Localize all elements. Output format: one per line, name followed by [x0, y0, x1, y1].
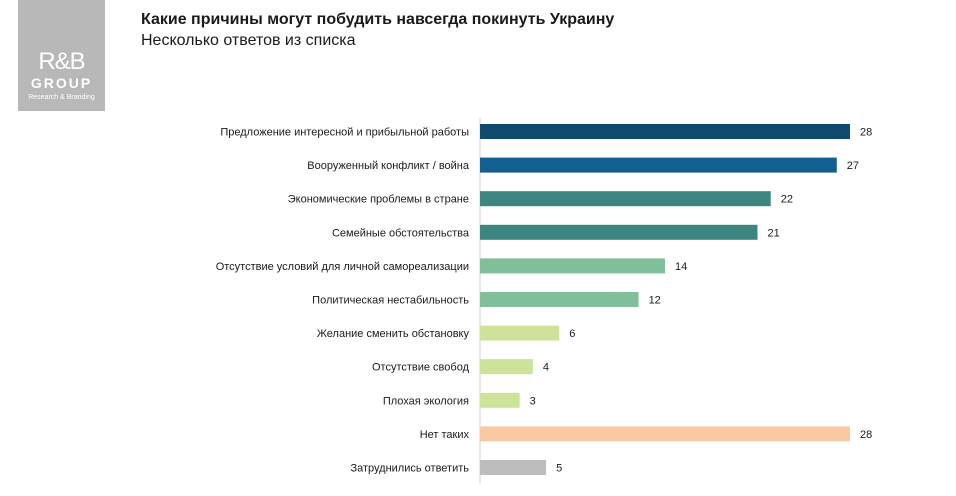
value-label: 21: [768, 227, 780, 239]
rb-group-logo: R&B GROUP Research & Branding: [18, 0, 105, 111]
bar: [480, 325, 560, 341]
category-label: Затруднились ответить: [350, 463, 469, 475]
bar: [480, 359, 533, 375]
bar: [480, 157, 837, 173]
category-label: Экономические проблемы в стране: [288, 194, 469, 206]
bar: [480, 392, 520, 408]
bar: [480, 292, 639, 307]
category-label: Вооруженный конфликт / война: [307, 160, 470, 172]
category-label: Семейные обстоятельства: [332, 227, 470, 239]
bars-layer: Предложение интересной и прибыльной рабо…: [216, 118, 872, 483]
category-label: Предложение интересной и прибыльной рабо…: [220, 127, 469, 139]
chart-subtitle: Несколько ответов из списка: [141, 32, 356, 49]
category-label: Нет таких: [420, 429, 470, 441]
chart-title: Какие причины могут побудить навсегда по…: [141, 11, 615, 28]
category-label: Желание сменить обстановку: [317, 328, 470, 340]
category-label: Политическая нестабильность: [312, 295, 469, 307]
value-label: 28: [860, 127, 872, 139]
bar: [480, 224, 758, 240]
bar: [480, 124, 850, 139]
category-label: Отсутствие условий для личной самореализ…: [216, 261, 469, 273]
bar: [480, 191, 771, 207]
value-label: 12: [649, 295, 661, 307]
logo-mark: R&B: [38, 48, 85, 75]
bar: [480, 426, 850, 442]
category-label: Отсутствие свобод: [372, 362, 470, 374]
value-label: 22: [781, 194, 793, 206]
value-label: 27: [847, 160, 859, 172]
bar: [480, 258, 665, 274]
bar: [480, 460, 547, 475]
value-label: 6: [569, 328, 575, 340]
value-label: 5: [556, 463, 562, 475]
value-label: 4: [543, 362, 549, 374]
value-label: 3: [530, 395, 536, 407]
value-label: 28: [860, 429, 872, 441]
category-label: Плохая экология: [383, 395, 469, 407]
logo-group-text: GROUP: [30, 75, 93, 91]
value-label: 14: [675, 261, 687, 273]
logo-tagline: Research & Branding: [28, 94, 95, 101]
